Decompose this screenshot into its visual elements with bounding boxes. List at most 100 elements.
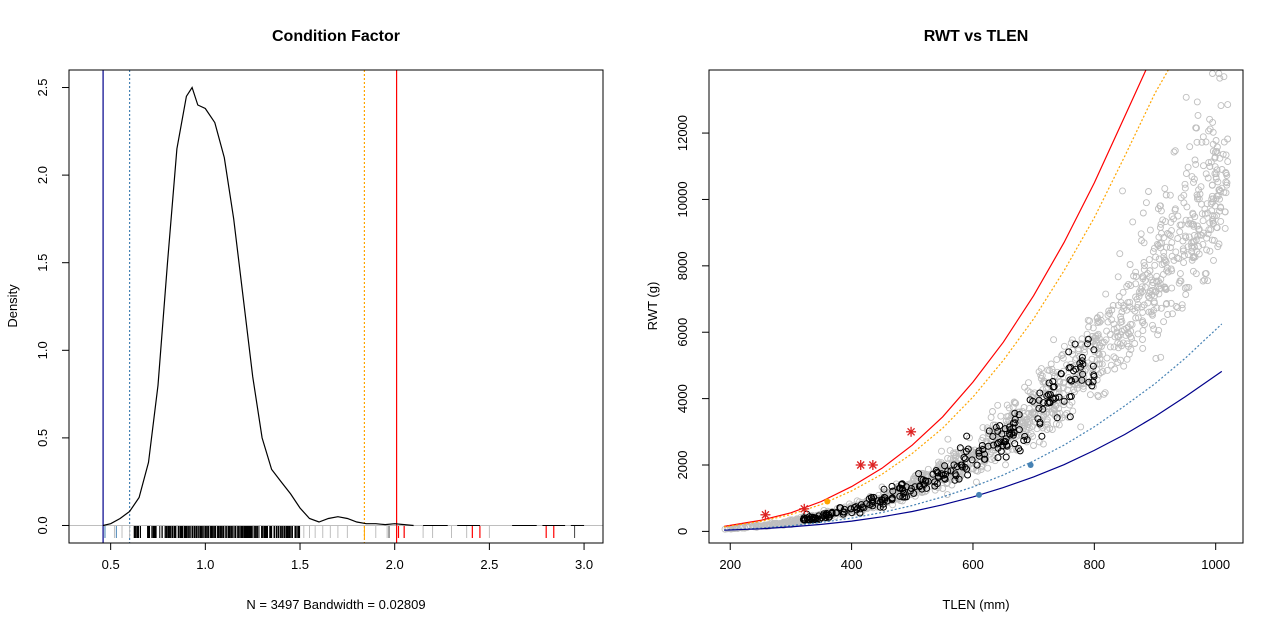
gray-point: [1198, 231, 1206, 239]
gray-point: [1154, 331, 1162, 339]
black-point: [1066, 376, 1074, 384]
gray-point: [1167, 299, 1175, 307]
gray-point: [1119, 187, 1126, 195]
black-point: [1045, 379, 1053, 387]
gray-point: [1149, 248, 1157, 256]
black-point: [840, 508, 848, 516]
black-point: [933, 468, 941, 476]
black-point: [1011, 440, 1019, 448]
gray-point: [1044, 366, 1052, 374]
gray-point: [1209, 217, 1217, 225]
gray-point: [1026, 417, 1034, 425]
gray-point: [1175, 255, 1182, 263]
gray-point: [1002, 461, 1009, 469]
gray-point: [1179, 245, 1187, 253]
gray-point: [1132, 280, 1140, 288]
curve-steelblue: [724, 323, 1223, 531]
gray-point: [1010, 398, 1018, 406]
blue-point: [1027, 461, 1034, 468]
gray-point: [1030, 442, 1037, 449]
black-point: [1044, 391, 1052, 399]
black-point: [1035, 396, 1043, 404]
gray-point: [1059, 350, 1067, 358]
black-point: [854, 504, 862, 512]
gray-point: [1118, 342, 1126, 350]
black-point: [898, 481, 905, 489]
black-point: [924, 477, 932, 485]
gray-point: [1110, 353, 1118, 361]
right-axes: 200 400 600 800 1000020004000600080001000012…: [675, 115, 1230, 572]
x-tick-label: 2.5: [480, 557, 498, 572]
gray-point: [926, 482, 934, 490]
black-point: [978, 442, 986, 449]
gray-point: [1152, 288, 1160, 296]
black-point: [1065, 348, 1073, 356]
gray-point: [1120, 305, 1128, 313]
gray-point: [1144, 299, 1152, 307]
black-point: [916, 483, 923, 491]
gray-point: [1132, 293, 1140, 301]
gray-point: [1071, 388, 1078, 396]
black-point: [1052, 394, 1060, 402]
black-point: [1084, 340, 1091, 348]
black-point: [958, 463, 966, 471]
black-point: [833, 509, 841, 516]
gray-point: [1089, 324, 1097, 332]
black-point: [951, 476, 959, 484]
gray-point: [1167, 218, 1175, 226]
black-point: [1090, 373, 1098, 380]
gray-point: [1117, 315, 1125, 323]
black-point: [911, 483, 919, 491]
gray-point: [1139, 275, 1147, 283]
right-plot-frame: [708, 69, 1244, 544]
right-y-label: RWT (g): [645, 282, 660, 331]
density-curve: [102, 86, 414, 527]
gray-point: [1157, 284, 1165, 292]
gray-point: [1021, 383, 1029, 391]
left-title: Condition Factor: [272, 28, 400, 45]
gray-point: [1044, 420, 1051, 428]
gray-point: [990, 454, 998, 462]
gray-point: [1131, 307, 1139, 315]
black-point: [859, 503, 867, 511]
gray-point: [1213, 224, 1221, 232]
black-point: [1001, 425, 1009, 433]
gray-point: [977, 466, 985, 474]
x-tick-label: 2.0: [386, 557, 404, 572]
gray-point: [1135, 292, 1143, 300]
left-y-label: Density: [5, 284, 20, 328]
black-point: [968, 456, 976, 464]
gray-point: [1005, 404, 1013, 412]
gray-point: [1156, 240, 1164, 248]
gray-point: [1168, 239, 1176, 247]
gray-point: [1214, 178, 1222, 186]
gray-point: [1199, 217, 1207, 225]
gray-point: [1176, 221, 1184, 229]
gray-point: [1140, 239, 1148, 247]
gray-point: [1077, 423, 1085, 431]
gray-point: [1162, 218, 1169, 226]
gray-point: [1141, 283, 1149, 291]
gray-point: [1183, 203, 1191, 211]
gray-point: [1145, 294, 1153, 302]
black-point: [963, 432, 971, 440]
x-tick-label: 1.5: [291, 557, 309, 572]
gray-point: [1088, 355, 1096, 363]
gray-point: [1150, 325, 1158, 333]
gray-point: [1221, 224, 1229, 232]
gray-point: [1216, 74, 1224, 82]
gray-point: [1165, 230, 1173, 238]
black-point: [1060, 397, 1068, 405]
gray-point: [1193, 191, 1201, 199]
black-point: [813, 515, 821, 523]
gray-point: [1103, 327, 1111, 335]
gray-point: [1185, 233, 1193, 241]
gray-point: [1190, 252, 1198, 260]
gray-point: [1108, 316, 1116, 324]
gray-point: [1055, 405, 1063, 412]
gray-point: [1206, 115, 1214, 123]
x-tick-label: 1.0: [196, 557, 214, 572]
gray-point: [1150, 299, 1158, 307]
black-point: [941, 475, 949, 483]
black-point: [1003, 441, 1011, 449]
